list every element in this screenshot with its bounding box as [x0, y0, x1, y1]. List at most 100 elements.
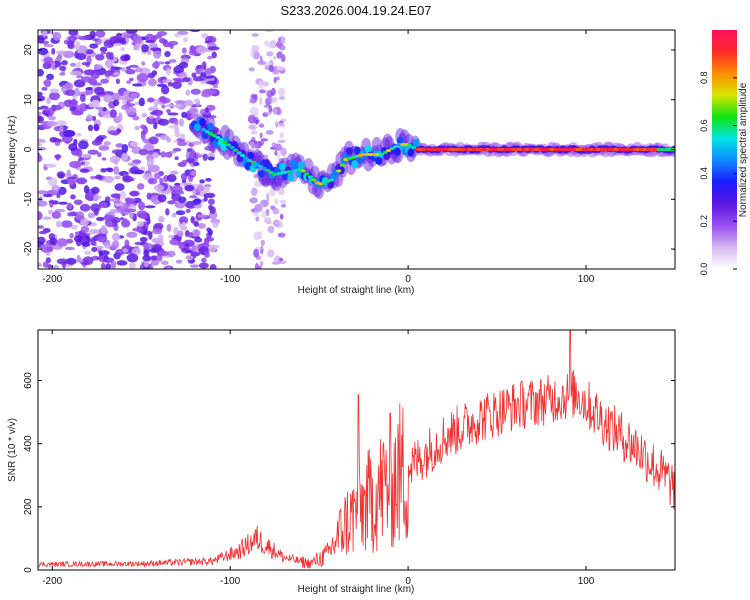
noise-blob	[185, 89, 191, 96]
noise-blob	[58, 65, 67, 71]
noise-blob	[149, 47, 162, 51]
ridge-core	[535, 147, 541, 152]
noise-blob	[159, 177, 164, 184]
noise-blob	[65, 257, 77, 265]
noise-blob	[95, 30, 106, 38]
noise-blob	[204, 67, 213, 76]
noise-blob	[51, 104, 62, 111]
noise-blob	[204, 89, 217, 95]
noise-blob	[205, 177, 212, 182]
ridge-core	[627, 147, 634, 152]
noise-blob	[180, 133, 186, 140]
noise-blob	[259, 132, 263, 139]
noise-blob	[150, 260, 160, 266]
noise-blob	[76, 132, 82, 137]
noise-blob	[141, 113, 148, 118]
noise-blob	[202, 75, 214, 79]
noise-blob	[73, 199, 83, 205]
noise-blob	[175, 259, 183, 264]
noise-blob	[76, 75, 84, 79]
noise-blob	[119, 190, 126, 200]
ridge-blob	[375, 156, 383, 165]
noise-blob	[249, 106, 259, 116]
noise-blob	[198, 262, 209, 269]
noise-blob	[160, 260, 169, 266]
noise-blob	[168, 124, 179, 129]
noise-blob	[277, 51, 283, 59]
noise-blob	[171, 212, 177, 218]
ridge-blob	[247, 151, 255, 160]
noise-blob	[129, 191, 139, 197]
noise-blob	[109, 109, 117, 118]
ridge-core	[200, 127, 207, 132]
ridge-blob	[287, 173, 295, 182]
ridge-core	[457, 147, 463, 152]
noise-blob	[70, 98, 77, 108]
spectrogram-marks	[38, 30, 675, 269]
ridge-core	[407, 143, 413, 148]
noise-blob	[253, 248, 260, 258]
noise-blob	[38, 47, 49, 56]
noise-blob	[202, 153, 208, 161]
noise-blob	[43, 78, 52, 88]
noise-blob	[277, 152, 281, 161]
noise-blob	[57, 186, 67, 196]
snr-series-line	[38, 330, 675, 569]
ridge-core	[328, 178, 335, 182]
snr-y-label: SNR (10 * v/v)	[7, 418, 18, 482]
noise-blob	[101, 157, 107, 161]
noise-blob	[128, 262, 136, 269]
noise-blob	[55, 120, 68, 126]
noise-blob	[260, 138, 269, 142]
noise-blob	[110, 92, 121, 102]
noise-blob	[86, 114, 93, 122]
noise-blob	[102, 257, 115, 263]
noise-blob	[257, 60, 266, 66]
snr-panel: 0 200 400 600 -200 -100 0 100 Height of straig…	[7, 329, 676, 595]
noise-blob	[90, 71, 100, 80]
noise-blob	[55, 220, 62, 228]
ridge-core	[446, 147, 452, 152]
noise-blob	[277, 232, 286, 238]
ridge-core	[417, 147, 424, 152]
noise-blob	[147, 78, 157, 87]
noise-blob	[177, 230, 184, 237]
noise-blob	[56, 171, 66, 179]
noise-blob	[279, 213, 284, 220]
noise-blob	[173, 226, 179, 236]
noise-blob	[52, 264, 60, 269]
noise-blob	[181, 47, 187, 54]
ridge-core	[460, 147, 466, 152]
noise-blob	[211, 51, 217, 59]
ridge-core	[222, 140, 228, 144]
ridge-core	[361, 152, 367, 157]
ridge-core	[531, 147, 538, 152]
noise-blob	[252, 50, 260, 60]
noise-blob	[183, 101, 194, 107]
noise-blob	[129, 77, 134, 82]
noise-blob	[164, 61, 171, 65]
colorbar-tick-label: 0.2	[699, 215, 709, 228]
ridge-core	[546, 147, 552, 152]
noise-blob	[100, 262, 106, 269]
noise-blob	[90, 82, 103, 86]
noise-blob	[61, 220, 73, 228]
noise-blob	[99, 46, 108, 53]
noise-blob	[266, 192, 270, 202]
noise-blob	[46, 107, 55, 115]
ridge-core	[556, 147, 562, 152]
ridge-core	[521, 147, 527, 152]
ridge-core	[304, 172, 310, 176]
noise-blob	[79, 168, 90, 173]
ridge-blob	[353, 146, 361, 155]
noise-blob	[196, 46, 207, 54]
noise-blob	[274, 121, 279, 128]
noise-blob	[174, 182, 181, 187]
noise-blob	[259, 96, 263, 106]
noise-blob	[136, 221, 144, 227]
noise-blob	[194, 237, 203, 243]
noise-blob	[161, 104, 166, 109]
snr-x-label: Height of straight line (km)	[298, 584, 415, 595]
noise-blob	[174, 156, 179, 161]
